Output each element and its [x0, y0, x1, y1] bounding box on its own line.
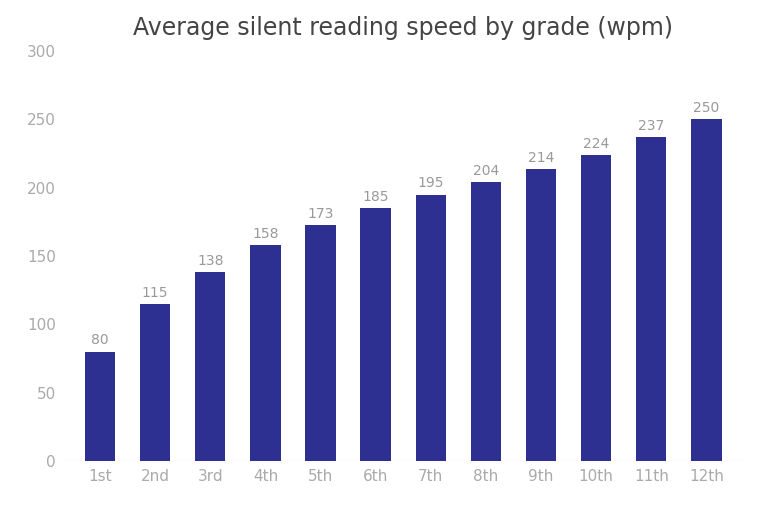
Bar: [140, 304, 170, 461]
Bar: [195, 272, 226, 461]
Text: 224: 224: [583, 137, 609, 151]
Text: 214: 214: [528, 151, 554, 164]
Bar: [526, 168, 556, 461]
Bar: [691, 119, 721, 461]
Bar: [250, 245, 280, 461]
Text: 158: 158: [252, 227, 279, 241]
Bar: [636, 137, 667, 461]
Text: 115: 115: [142, 286, 168, 300]
Bar: [471, 182, 501, 461]
Text: 250: 250: [694, 101, 720, 115]
Text: 185: 185: [362, 190, 389, 204]
Bar: [360, 208, 391, 461]
Text: 138: 138: [197, 254, 223, 268]
Text: 80: 80: [91, 333, 109, 348]
Bar: [415, 195, 446, 461]
Bar: [306, 225, 336, 461]
Bar: [85, 352, 115, 461]
Text: 173: 173: [307, 206, 334, 221]
Bar: [581, 155, 611, 461]
Text: 204: 204: [473, 164, 499, 178]
Title: Average silent reading speed by grade (wpm): Average silent reading speed by grade (w…: [133, 15, 674, 39]
Text: 195: 195: [418, 177, 444, 190]
Text: 237: 237: [638, 119, 664, 133]
